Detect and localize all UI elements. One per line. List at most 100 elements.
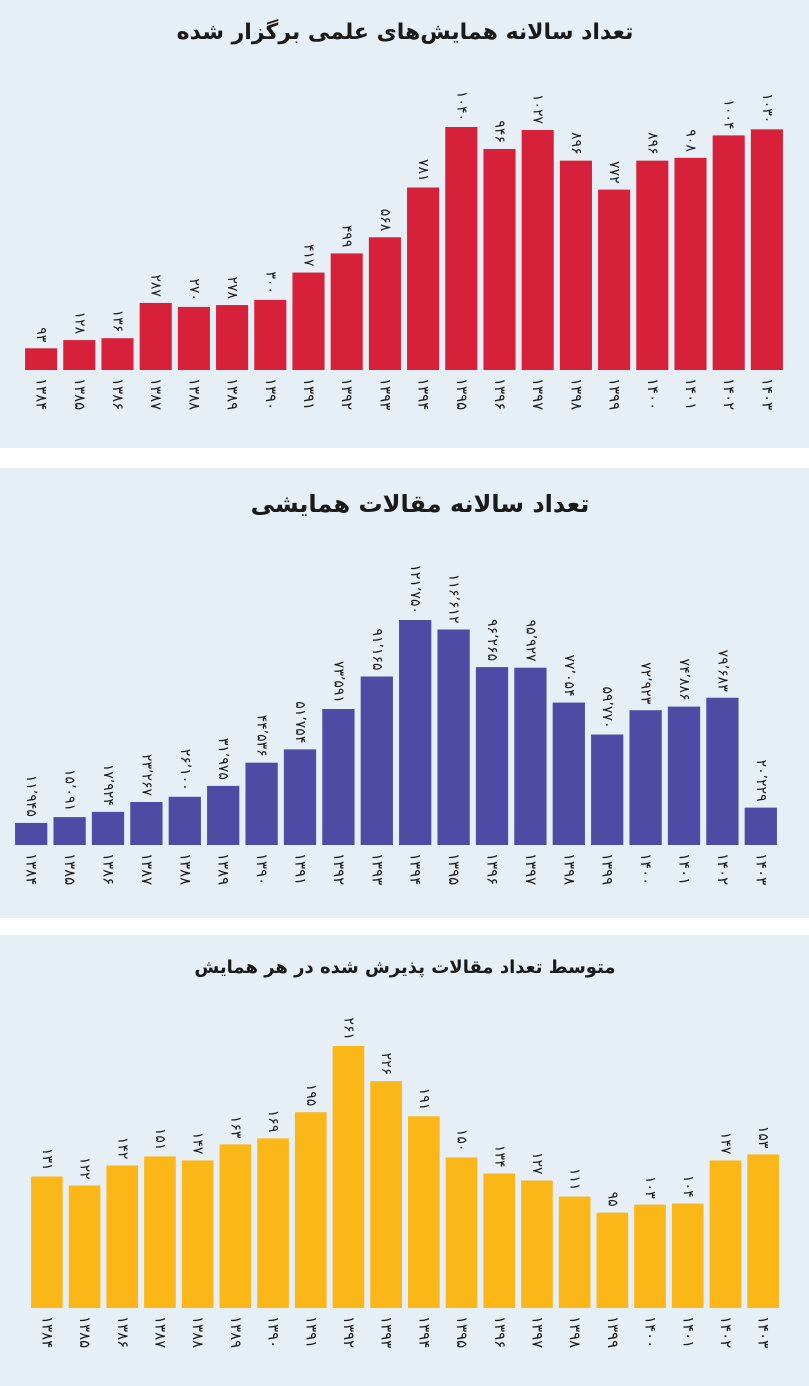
value-label: ۵۱٬۷۵۴ — [292, 701, 308, 743]
value-label: ۷۲٬۹۲۳ — [638, 662, 654, 705]
x-tick-label: ۱۴۰۳ — [758, 378, 776, 410]
bar — [168, 796, 201, 845]
bar — [483, 1173, 516, 1308]
bar — [91, 811, 125, 845]
bar — [101, 338, 134, 370]
x-tick-label: ۱۳۸۹ — [224, 378, 242, 410]
x-tick-label: ۱۳۹۱ — [292, 853, 310, 885]
value-label: ۱۰۰۴ — [721, 99, 737, 129]
x-tick-label: ۱۳۹۹ — [599, 853, 617, 885]
bar — [330, 253, 363, 370]
x-tick-label: ۱۳۹۸ — [560, 853, 578, 885]
x-tick-label: ۱۳۹۳ — [376, 378, 394, 410]
value-label: ۱۶۳ — [227, 1116, 243, 1139]
x-tick-label: ۱۳۸۸ — [176, 853, 194, 885]
bar — [514, 667, 547, 845]
value-label: ۱۱۱ — [567, 1168, 583, 1191]
bar — [25, 348, 58, 370]
x-tick-label: ۱۳۹۴ — [415, 1316, 433, 1348]
x-tick-label: ۱۳۸۶ — [109, 378, 127, 410]
x-tick-label: ۱۳۹۷ — [528, 1316, 546, 1348]
bar — [15, 822, 48, 845]
panel — [0, 935, 809, 1386]
bar — [207, 785, 240, 845]
value-label: ۱۷٬۹۲۴ — [100, 764, 116, 806]
x-tick-label: ۱۴۰۱ — [676, 853, 694, 885]
bar — [245, 762, 278, 845]
bar — [552, 702, 585, 845]
x-tick-label: ۱۳۸۷ — [138, 853, 156, 885]
bar — [629, 710, 662, 845]
bar — [667, 706, 701, 845]
value-label: ۴۹۹ — [339, 225, 355, 248]
bar — [360, 676, 393, 845]
x-tick-label: ۱۴۰۰ — [642, 1316, 660, 1348]
bar — [144, 1156, 176, 1308]
bar — [558, 1196, 591, 1308]
bar — [445, 127, 478, 370]
x-tick-label: ۱۴۰۲ — [720, 378, 738, 410]
value-label: ۹۰۸ — [683, 129, 699, 152]
value-label: ۱۶۹ — [265, 1110, 281, 1133]
bar — [712, 135, 745, 370]
bar — [591, 734, 624, 845]
x-tick-label: ۱۳۸۶ — [100, 853, 118, 885]
bar — [332, 1046, 365, 1308]
value-label: ۱۰۴۰ — [453, 91, 469, 121]
bar — [216, 305, 249, 370]
value-label: ۱۲۸ — [71, 312, 87, 335]
value-label: ۲۸۷ — [148, 274, 164, 297]
value-label: ۱۱۶٬۶۱۲ — [446, 574, 462, 624]
value-label: ۲۶٬۱۰۰ — [177, 749, 193, 791]
x-tick-label: ۱۳۸۵ — [76, 1316, 94, 1348]
bar — [292, 272, 325, 370]
bar — [744, 807, 777, 845]
x-tick-label: ۱۳۹۳ — [368, 853, 386, 885]
x-tick-label: ۱۳۸۸ — [189, 1316, 207, 1348]
bar — [177, 306, 210, 370]
x-tick-label: ۱۳۹۵ — [453, 378, 471, 410]
bar — [634, 1204, 666, 1308]
value-label: ۵۹٬۷۷۰ — [599, 686, 615, 728]
x-tick-label: ۱۴۰۲ — [717, 1316, 735, 1348]
value-label: ۱۳۴ — [491, 1145, 507, 1168]
bar — [130, 802, 163, 845]
value-label: ۲۷۸ — [224, 276, 240, 299]
value-label: ۵۶۸ — [377, 209, 393, 232]
x-tick-label: ۱۳۹۴ — [407, 853, 425, 885]
x-tick-label: ۱۳۹۵ — [445, 853, 463, 885]
value-label: ۹۵ — [604, 1192, 620, 1207]
bar — [671, 1203, 704, 1308]
x-tick-label: ۱۴۰۳ — [755, 1316, 773, 1348]
x-tick-label: ۱۳۸۷ — [151, 1316, 169, 1348]
bar — [181, 1160, 214, 1308]
x-tick-label: ۱۳۹۶ — [491, 378, 509, 410]
x-tick-label: ۱۴۰۱ — [679, 1316, 697, 1348]
bar — [63, 340, 96, 370]
bar — [483, 148, 516, 370]
bar — [219, 1144, 252, 1308]
chart-title: متوسط تعداد مقالات پذیرش شده در هر همایش — [194, 957, 615, 978]
x-tick-label: ۱۳۸۴ — [38, 1316, 56, 1348]
bar — [747, 1154, 779, 1308]
value-label: ۲۳٬۲۶۷ — [138, 754, 154, 797]
x-tick-label: ۱۳۸۷ — [147, 378, 165, 410]
value-label: ۷۳٬۵۹۱ — [330, 661, 346, 703]
value-label: ۲۰٬۲۲۹ — [753, 760, 769, 802]
panel — [0, 0, 809, 448]
bar — [559, 160, 592, 370]
value-label: ۱۰۴ — [680, 1175, 696, 1198]
value-label: ۱۵۱ — [152, 1128, 168, 1151]
x-tick-label: ۱۳۹۷ — [529, 378, 547, 410]
bar — [598, 189, 631, 370]
bar — [407, 187, 440, 370]
value-label: ۲۶۱ — [340, 1017, 356, 1040]
value-label: ۹۱٬۱۶۵ — [369, 628, 385, 670]
bar — [68, 1185, 101, 1308]
x-tick-label: ۱۳۹۴ — [415, 378, 433, 410]
value-label: ۷۸۱ — [415, 159, 431, 182]
value-label: ۱۰۳ — [642, 1176, 658, 1199]
chart-title: تعداد سالانه همایش‌های علمی برگزار شده — [177, 18, 634, 45]
value-label: ۱۹۱ — [416, 1088, 432, 1111]
